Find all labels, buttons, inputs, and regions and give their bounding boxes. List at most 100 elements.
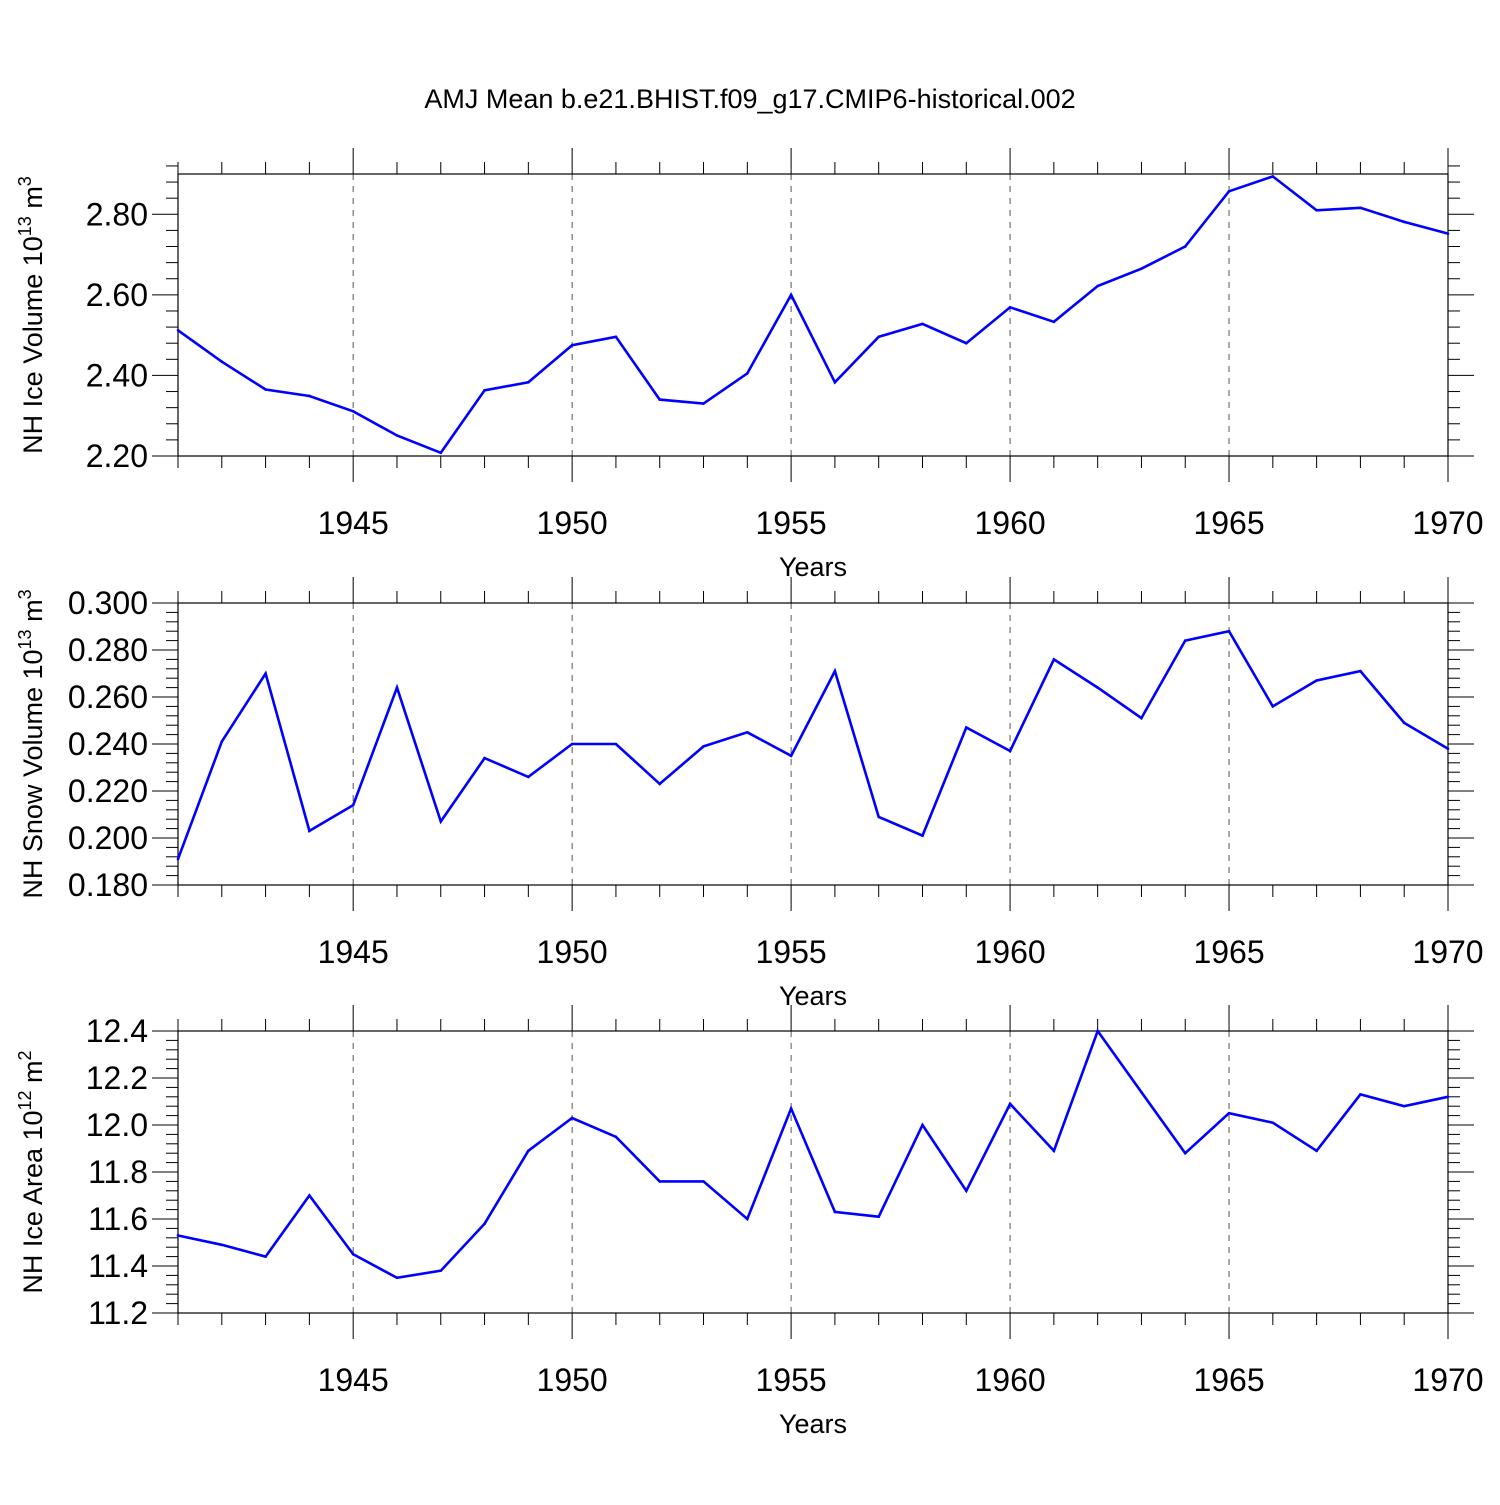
data-point [877, 1215, 880, 1218]
data-point [746, 1217, 749, 1221]
data-point [1227, 190, 1231, 193]
data-point [351, 409, 355, 413]
data-point [1183, 245, 1187, 248]
data-point [351, 1252, 355, 1256]
data-point [176, 329, 180, 332]
x-tick-label: 1960 [974, 1362, 1045, 1398]
data-point [614, 742, 618, 746]
data-point [176, 857, 180, 861]
data-point [746, 730, 749, 734]
x-tick-label: 1970 [1412, 934, 1483, 970]
panel-1: 2.20 2.40 2.60 2.80 1945 1950 1955 1960 1965 1970… [15, 148, 1484, 582]
data-point [964, 1189, 968, 1193]
y-tick-label: 0.220 [68, 773, 148, 809]
data-point [439, 451, 443, 455]
data-point [264, 672, 267, 675]
data-point [439, 820, 443, 823]
data-point [1315, 208, 1318, 212]
panel-2: 0.180 0.200 0.220 0.240 0.260 0.280 0.300 1945 1… [15, 577, 1484, 1011]
data-point [877, 815, 880, 819]
y-tick-label: 0.180 [68, 867, 148, 903]
data-point [570, 1116, 574, 1120]
x-tick-label: 1965 [1193, 505, 1264, 541]
data-point [1096, 284, 1099, 288]
y-tick-label: 11.2 [88, 1295, 148, 1331]
data-point [439, 1269, 443, 1272]
data-point [220, 1243, 224, 1247]
y-tick-label: 2.20 [86, 438, 148, 474]
data-point [1359, 1093, 1362, 1096]
data-point [308, 394, 311, 398]
data-point [789, 293, 793, 297]
data-point [483, 756, 486, 760]
y-axis-title: NH Ice Volume 1013 m3 [15, 176, 48, 454]
data-point [395, 434, 399, 437]
data-point [614, 1135, 618, 1139]
data-point [1008, 1102, 1012, 1106]
data-point [1315, 679, 1318, 682]
data-point [921, 322, 924, 326]
data-point [1446, 232, 1450, 235]
data-point [789, 1107, 793, 1110]
data-point [1271, 175, 1275, 178]
x-tick-label: 1950 [537, 934, 608, 970]
y-tick-label: 2.40 [86, 357, 148, 393]
data-point [395, 1276, 399, 1280]
y-tick-label: 0.240 [68, 726, 148, 762]
data-point [527, 380, 530, 384]
data-point [964, 726, 968, 729]
data-point [1271, 705, 1275, 708]
x-tick-label: 1970 [1412, 505, 1483, 541]
series-line [176, 629, 1449, 860]
x-tick-label: 1960 [974, 505, 1045, 541]
data-point [176, 1234, 180, 1237]
plot-frame [177, 1030, 1449, 1314]
y-tick-label: 2.60 [86, 277, 148, 313]
data-point [1227, 1111, 1231, 1115]
data-point [1402, 220, 1406, 224]
data-point [483, 389, 486, 392]
series-line [177, 174, 1449, 455]
x-tick-label: 1970 [1412, 1362, 1483, 1398]
data-point [833, 380, 837, 384]
x-axis-title: Years [779, 1409, 847, 1439]
data-point [220, 740, 224, 743]
y-tick-label: 12.2 [86, 1060, 148, 1096]
x-axis-title: Years [779, 981, 847, 1011]
y-tick-label: 11.8 [88, 1154, 148, 1190]
data-point [527, 775, 530, 779]
data-point [220, 360, 224, 364]
data-point [1052, 1149, 1056, 1153]
data-point [658, 782, 662, 786]
x-tick-label: 1965 [1193, 934, 1264, 970]
data-point [1315, 1149, 1318, 1153]
data-point [264, 388, 267, 391]
data-point [877, 335, 880, 339]
x-tick-label: 1945 [318, 934, 389, 970]
chart-title: AMJ Mean b.e21.BHIST.f09_g17.CMIP6-histo… [424, 84, 1076, 114]
y-tick-label: 11.6 [88, 1201, 148, 1237]
data-point [1008, 749, 1012, 753]
data-point [1446, 1095, 1450, 1099]
y-tick-label: 0.280 [68, 632, 148, 668]
data-point [1140, 267, 1143, 270]
data-point [702, 402, 705, 405]
x-tick-label: 1965 [1193, 1362, 1264, 1398]
data-point [614, 335, 618, 339]
data-point [702, 745, 705, 748]
data-point [833, 669, 837, 673]
data-point [1096, 686, 1099, 689]
data-point [395, 686, 399, 689]
y-axis-title: NH Ice Area 1012 m2 [15, 1050, 48, 1293]
y-tick-label: 11.4 [88, 1248, 148, 1284]
data-point [1140, 716, 1143, 720]
series-line [177, 1028, 1449, 1280]
plot-frame [177, 173, 1449, 457]
data-point [570, 742, 574, 746]
data-point [833, 1210, 837, 1214]
data-point [1446, 747, 1450, 750]
x-tick-label: 1950 [537, 505, 608, 541]
y-tick-label: 0.200 [68, 820, 148, 856]
data-point [1271, 1121, 1275, 1124]
data-point [570, 343, 574, 347]
